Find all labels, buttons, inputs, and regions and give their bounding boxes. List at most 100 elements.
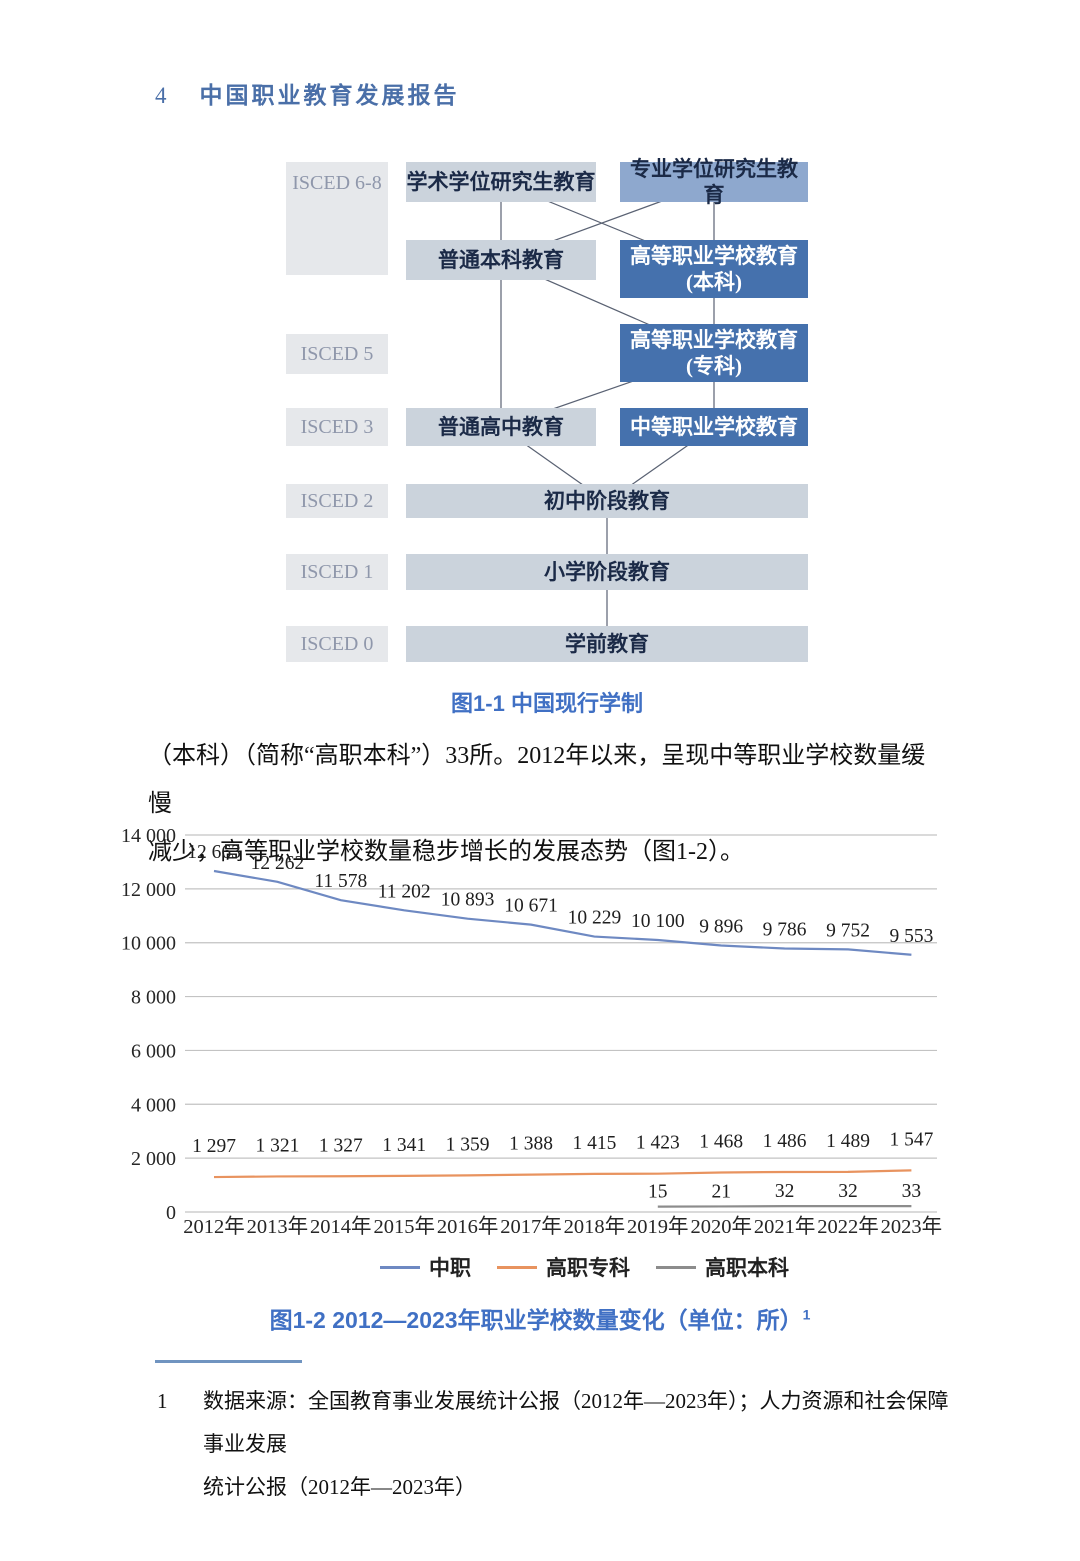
- data-label-高职专科: 1 423: [636, 1133, 680, 1154]
- isced-level-3-label: ISCED 3: [286, 408, 388, 446]
- isced-level-text: ISCED 3: [300, 415, 374, 438]
- footnote-line: 统计公报（2012年—2023年）: [203, 1475, 476, 1499]
- box-higher-vocational-associate: 高等职业学校教育 (专科): [620, 324, 808, 382]
- data-label-高职专科: 1 489: [826, 1131, 870, 1152]
- box-primary-education: 小学阶段教育: [406, 554, 808, 590]
- box-academic-graduate-education: 学术学位研究生教育: [406, 162, 596, 202]
- data-label-高职本科: 33: [902, 1181, 922, 1202]
- x-tick-label: 2018年: [564, 1215, 626, 1238]
- footnote-line: 数据来源：全国教育事业发展统计公报（2012年—2023年）；人力资源和社会保障…: [203, 1389, 949, 1456]
- box-professional-graduate-education: 专业学位研究生教育: [620, 157, 808, 207]
- y-tick-label: 10 000: [121, 933, 176, 955]
- data-label-高职专科: 1 341: [382, 1135, 426, 1156]
- series-line-中职: [213, 869, 912, 956]
- data-label-高职专科: 1 486: [763, 1131, 807, 1152]
- box-text: 学前教育: [565, 631, 649, 656]
- box-higher-vocational-bachelor: 高等职业学校教育 (本科): [620, 240, 808, 298]
- footnote: 1 数据来源：全国教育事业发展统计公报（2012年—2023年）；人力资源和社会…: [155, 1380, 965, 1509]
- page-title: 中国职业教育发展报告: [199, 83, 460, 108]
- data-label-高职专科: 1 321: [255, 1135, 299, 1156]
- box-text: (专科): [686, 354, 742, 378]
- series-line-高职专科: [213, 1169, 912, 1179]
- data-label-中职: 12 663: [187, 842, 241, 863]
- box-text: 初中阶段教育: [544, 488, 670, 513]
- isced-level-0-label: ISCED 0: [286, 626, 388, 662]
- isced-level-6-8-label: ISCED 6-8: [286, 162, 388, 275]
- footnote-reference-superscript: 1: [802, 1306, 811, 1323]
- figure-caption-text: 图1-2 2012—2023年职业学校数量变化（单位：所）: [269, 1307, 803, 1333]
- data-label-中职: 10 893: [441, 890, 495, 911]
- x-tick-label: 2016年: [437, 1215, 499, 1238]
- page-header: 4 中国职业教育发展报告: [155, 76, 460, 110]
- chart-canvas: 0 2 000 4 000 6 000 8 000 10 000 12 000 14 000 2…: [121, 825, 943, 1238]
- box-text: 专业学位研究生教育: [630, 156, 798, 207]
- isced-level-text: ISCED 2: [300, 489, 374, 512]
- data-label-中职: 9 786: [763, 919, 807, 940]
- data-label-中职: 9 752: [826, 920, 870, 941]
- y-tick-label: 4 000: [131, 1094, 176, 1116]
- data-label-中职: 11 578: [314, 871, 367, 892]
- footnote-divider: [155, 1360, 302, 1363]
- isced-level-2-label: ISCED 2: [286, 484, 388, 518]
- box-text: 普通本科教育: [438, 247, 564, 272]
- data-label-中职: 9 553: [889, 926, 933, 947]
- data-label-高职本科: 32: [775, 1181, 795, 1202]
- data-label-高职本科: 21: [711, 1181, 731, 1202]
- data-label-中职: 9 896: [699, 917, 743, 938]
- box-text: 学术学位研究生教育: [406, 169, 596, 194]
- legend-label: 高职本科: [705, 1256, 789, 1280]
- data-label-高职专科: 1 547: [889, 1129, 933, 1150]
- y-tick-label: 6 000: [131, 1040, 176, 1062]
- data-label-中职: 11 202: [378, 881, 431, 902]
- box-text: 高等职业学校教育: [630, 327, 798, 352]
- x-tick-label: 2014年: [310, 1215, 372, 1238]
- legend-swatch: [656, 1265, 696, 1269]
- legend-item-高职本科: 高职本科: [656, 1252, 789, 1282]
- paragraph-line: （本科）（简称“高职本科”）33所。2012年以来，呈现中等职业学校数量缓慢: [148, 743, 926, 817]
- x-tick-label: 2023年: [881, 1215, 943, 1238]
- legend-label: 高职专科: [546, 1256, 630, 1280]
- isced-level-text: ISCED 6-8: [292, 172, 382, 194]
- x-tick-label: 2012年: [183, 1215, 245, 1238]
- x-tick-label: 2019年: [627, 1215, 689, 1238]
- legend-item-中职: 中职: [380, 1252, 471, 1282]
- y-tick-label: 0: [166, 1202, 176, 1224]
- data-label-中职: 10 671: [504, 896, 558, 917]
- data-label-高职专科: 1 359: [446, 1134, 490, 1155]
- x-tick-label: 2017年: [500, 1215, 562, 1238]
- data-label-高职专科: 1 388: [509, 1134, 553, 1155]
- data-label-高职本科: 32: [838, 1181, 858, 1202]
- x-tick-label: 2021年: [754, 1215, 816, 1238]
- page-number: 4: [155, 83, 168, 108]
- school-count-line-chart: 0 2 000 4 000 6 000 8 000 10 000 12 000 14 000 2…: [90, 818, 990, 1248]
- y-tick-label: 12 000: [121, 879, 176, 901]
- data-label-高职专科: 1 468: [699, 1131, 743, 1152]
- data-label-高职专科: 1 297: [192, 1136, 236, 1157]
- data-label-中职: 12 262: [251, 853, 305, 874]
- box-general-high-school-education: 普通高中教育: [406, 408, 596, 446]
- isced-level-text: ISCED 5: [300, 342, 374, 365]
- data-label-高职本科: 15: [648, 1182, 668, 1203]
- y-tick-label: 8 000: [131, 987, 176, 1009]
- data-label-高职专科: 1 415: [572, 1133, 616, 1154]
- legend-item-高职专科: 高职专科: [497, 1252, 630, 1282]
- x-tick-label: 2022年: [817, 1215, 879, 1238]
- isced-level-1-label: ISCED 1: [286, 554, 388, 590]
- legend-swatch: [380, 1265, 420, 1269]
- footnote-marker: 1: [157, 1389, 168, 1413]
- figure-1-2-caption: 图1-2 2012—2023年职业学校数量变化（单位：所）1: [0, 1301, 1080, 1335]
- x-tick-label: 2015年: [373, 1215, 435, 1238]
- box-text: 高等职业学校教育: [630, 243, 798, 268]
- box-text: 小学阶段教育: [544, 559, 670, 584]
- chart-legend: 中职 高职专科 高职本科: [380, 1252, 789, 1282]
- box-junior-secondary-education: 初中阶段教育: [406, 484, 808, 518]
- box-secondary-vocational-education: 中等职业学校教育: [620, 408, 808, 446]
- body-paragraph: （本科）（简称“高职本科”）33所。2012年以来，呈现中等职业学校数量缓慢 减…: [148, 732, 948, 876]
- box-text: 中等职业学校教育: [630, 414, 798, 439]
- x-tick-label: 2013年: [247, 1215, 309, 1238]
- isced-level-5-label: ISCED 5: [286, 334, 388, 374]
- box-text: (本科): [686, 270, 742, 294]
- data-label-中职: 10 229: [568, 908, 622, 929]
- data-label-中职: 10 100: [631, 911, 685, 932]
